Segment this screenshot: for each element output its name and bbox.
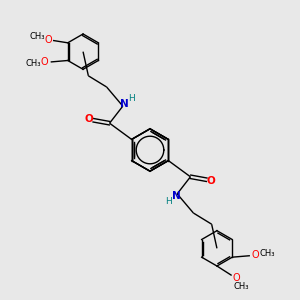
Text: O: O (233, 273, 241, 284)
Text: CH₃: CH₃ (29, 32, 45, 41)
Text: O: O (44, 35, 52, 45)
Text: CH₃: CH₃ (26, 59, 41, 68)
Text: O: O (84, 114, 93, 124)
Text: H: H (166, 197, 172, 206)
Text: O: O (207, 176, 216, 186)
Text: O: O (251, 250, 259, 260)
Text: O: O (41, 57, 49, 67)
Text: N: N (120, 99, 128, 109)
Text: H: H (128, 94, 134, 103)
Text: N: N (172, 191, 180, 201)
Text: CH₃: CH₃ (233, 282, 249, 291)
Text: CH₃: CH₃ (259, 249, 275, 258)
